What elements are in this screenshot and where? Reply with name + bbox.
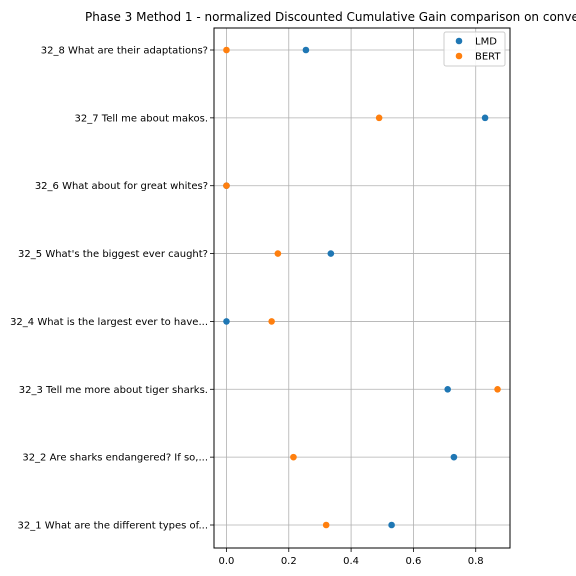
y-tick-label: 32_6 What about for great whites? [35,181,208,192]
y-tick-label: 32_8 What are their adaptations? [41,46,208,57]
point-bert [322,521,330,529]
point-bert [494,385,501,393]
legend-label: LMD [475,37,497,48]
x-tick-label: 0.0 [219,556,235,567]
point-bert [268,318,275,325]
legend: LMD BERT [443,31,506,67]
x-tick-label: 0.8 [468,556,484,567]
y-tick-label: 32_2 Are sharks endangered? If so,... [22,453,208,464]
point-bert [290,453,297,461]
chart-title: Phase 3 Method 1 - normalized Discounted… [85,10,576,24]
point-lmd [444,385,451,393]
point-lmd [481,114,489,122]
point-bert [375,114,383,122]
y-tick-label: 32_4 What is the largest ever to have... [10,317,208,328]
point-lmd [450,453,458,461]
x-tick-label: 0.2 [281,556,297,567]
point-bert [223,182,230,190]
point-bert [223,46,230,54]
point-lmd [327,250,335,257]
legend-marker [455,37,463,45]
grid [214,28,510,548]
legend-label: BERT [475,52,501,63]
x-tick-label: 0.6 [405,556,421,567]
x-tick-label: 0.4 [343,556,359,567]
y-tick-label: 32_1 What are the different types of... [18,521,208,532]
point-lmd [302,46,310,54]
point-lmd [388,521,395,529]
point-lmd [223,318,230,325]
axes-frame [213,27,511,549]
data-points [223,46,501,529]
legend-marker [455,52,463,60]
y-tick-label: 32_3 Tell me more about tiger sharks. [19,385,208,396]
ticks: 0.0 0.2 0.4 0.6 0.8 32_1 What are the differe… [10,46,484,568]
point-bert [274,250,282,257]
y-tick-label: 32_5 What's the biggest ever caught? [18,249,208,260]
y-tick-label: 32_7 Tell me about makos. [75,113,208,124]
